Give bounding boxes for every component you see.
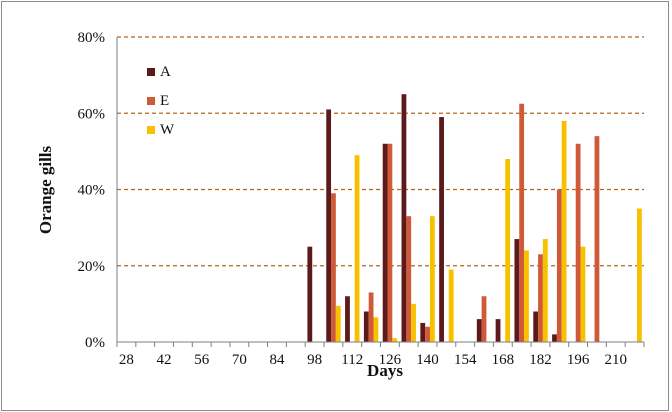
x-tick-label: 28: [119, 352, 134, 368]
legend-label-w: W: [160, 122, 175, 138]
axes: [116, 37, 645, 347]
bar-w: [392, 338, 398, 342]
bar-w: [335, 305, 341, 342]
bar-a: [552, 334, 557, 342]
bar-e: [368, 292, 374, 342]
bar-e: [575, 143, 581, 342]
y-tick-label: 80%: [78, 30, 106, 46]
x-axis-title: Days: [367, 361, 403, 380]
bar-e: [538, 254, 543, 342]
x-tick-label: 56: [194, 352, 210, 368]
bar-e: [481, 296, 487, 342]
legend-swatch-a: [147, 68, 155, 76]
y-tick-label: 20%: [78, 259, 106, 275]
bar-a: [345, 296, 350, 342]
bar-a: [363, 311, 369, 342]
x-tick-label: 70: [232, 352, 247, 368]
bar-w: [580, 246, 586, 342]
legend-label-a: A: [160, 64, 171, 80]
bar-e: [406, 216, 412, 342]
y-axis-title: Orange gills: [36, 145, 55, 234]
bar-w: [429, 216, 435, 342]
x-tick-label: 182: [529, 352, 552, 368]
bar-e: [425, 326, 430, 342]
bar-w: [373, 317, 379, 342]
y-tick-label: 60%: [78, 106, 106, 122]
bar-w: [636, 208, 642, 342]
x-tick-label: 196: [567, 352, 590, 368]
bar-w: [542, 239, 548, 342]
x-tick-label: 126: [379, 352, 402, 368]
x-tick-label: 140: [416, 352, 439, 368]
legend-swatch-w: [147, 126, 155, 134]
x-tick-label: 84: [269, 352, 285, 368]
bar-a: [533, 311, 539, 342]
legend-swatch-e: [147, 97, 155, 105]
bar-w: [411, 303, 416, 342]
bar-e: [519, 103, 525, 342]
bar-a: [326, 109, 332, 342]
x-tick-label: 210: [605, 352, 628, 368]
bar-a: [476, 319, 482, 342]
bar-a: [495, 319, 501, 342]
gridlines: [117, 36, 644, 267]
bar-w: [448, 269, 454, 342]
bar-e: [387, 143, 393, 342]
x-tick-label: 42: [157, 352, 172, 368]
bar-w: [561, 120, 567, 342]
legend-label-e: E: [160, 93, 169, 109]
bar-e: [556, 189, 562, 342]
x-tick-label: 154: [454, 352, 477, 368]
x-tick-label: 98: [307, 352, 322, 368]
bars: [307, 94, 642, 342]
x-tick-labels: 28 42 56 70 84 98 112 126 140 154 168 182 196 210: [119, 352, 627, 368]
bar-a: [420, 322, 426, 342]
bar-w: [524, 250, 529, 342]
y-tick-labels: 0% 20% 40% 60% 80%: [78, 30, 106, 351]
bar-w: [505, 159, 511, 342]
bar-a: [382, 143, 388, 342]
legend: AEW: [147, 64, 175, 138]
bar-a: [401, 94, 407, 342]
x-tick-label: 112: [341, 352, 363, 368]
x-tick-label: 168: [492, 352, 515, 368]
bar-a: [307, 246, 313, 342]
bar-a: [439, 117, 444, 342]
bar-w: [354, 155, 360, 342]
bar-a: [514, 239, 520, 342]
bar-e: [594, 136, 600, 342]
y-tick-label: 0%: [85, 335, 105, 351]
y-tick-label: 40%: [78, 183, 106, 199]
bar-e: [331, 193, 336, 342]
